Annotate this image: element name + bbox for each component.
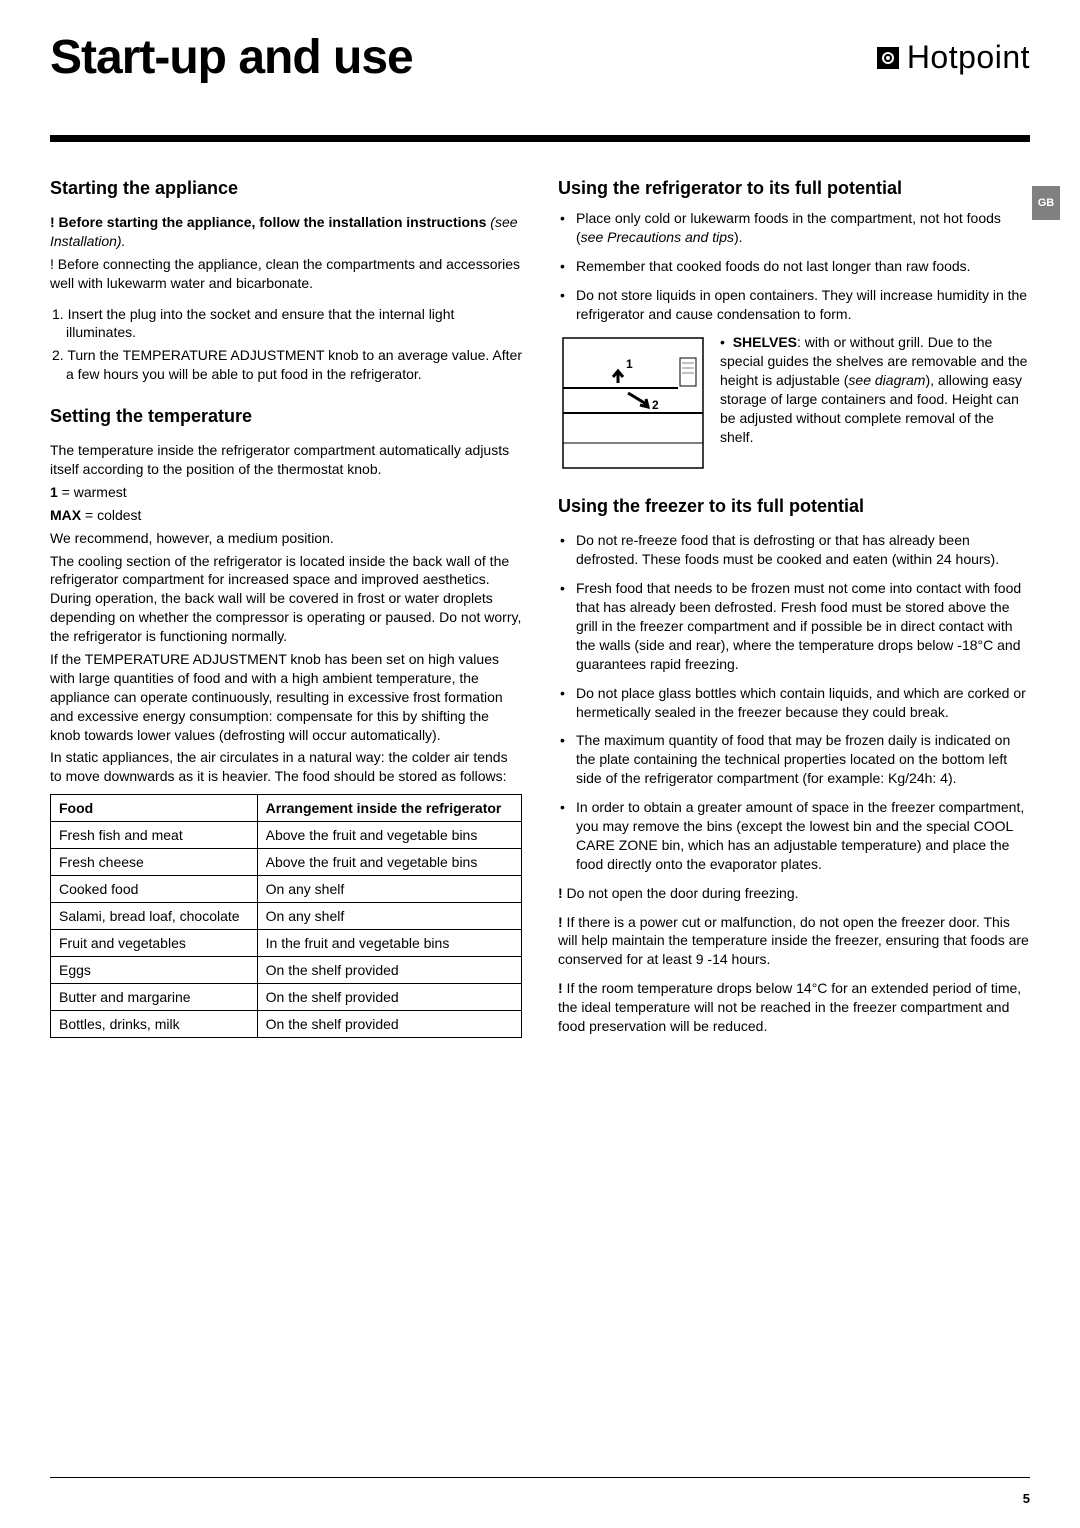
bold-text: SHELVES <box>733 334 797 350</box>
shelves-text: • SHELVES: with or without grill. Due to… <box>720 333 1030 446</box>
header: Start-up and use Hotpoint <box>50 30 1030 85</box>
body-text: In static appliances, the air circulates… <box>50 748 522 786</box>
table-cell: Above the fruit and vegetable bins <box>257 822 521 849</box>
bullet-list: Do not re-freeze food that is defrosting… <box>558 531 1030 873</box>
table-cell: Salami, bread loaf, chocolate <box>51 903 258 930</box>
shelves-block: 1 2 • SHELVES: with or without grill. Du… <box>558 333 1030 478</box>
table-cell: Bottles, drinks, milk <box>51 1011 258 1038</box>
bold-text: MAX <box>50 507 81 523</box>
body-text: Place only cold or lukewarm foods in the… <box>576 210 1001 245</box>
body-text: = coldest <box>81 507 141 523</box>
section-heading: Starting the appliance <box>50 178 522 199</box>
table-cell: On the shelf provided <box>257 984 521 1011</box>
table-cell: Eggs <box>51 957 258 984</box>
warning-text: ! If the room temperature drops below 14… <box>558 979 1030 1036</box>
bold-text: 1 <box>50 484 58 500</box>
content-columns: Starting the appliance ! Before starting… <box>50 172 1030 1046</box>
body-text: 1 = warmest <box>50 483 522 502</box>
shelf-diagram-icon: 1 2 <box>558 333 708 478</box>
list-item: Do not place glass bottles which contain… <box>558 684 1030 722</box>
list-item: 1. Insert the plug into the socket and e… <box>52 305 522 343</box>
body-text: We recommend, however, a medium position… <box>50 529 522 548</box>
table-header: Food <box>51 795 258 822</box>
table-cell: On any shelf <box>257 876 521 903</box>
table-row: Fresh cheeseAbove the fruit and vegetabl… <box>51 849 522 876</box>
table-row: Bottles, drinks, milkOn the shelf provid… <box>51 1011 522 1038</box>
brand-logo: Hotpoint <box>877 39 1030 76</box>
bold-text: ! Before starting the appliance, follow … <box>50 214 486 230</box>
warning-text: ! If there is a power cut or malfunction… <box>558 913 1030 970</box>
list-item: Do not re-freeze food that is defrosting… <box>558 531 1030 569</box>
table-cell: On any shelf <box>257 903 521 930</box>
body-text: If the TEMPERATURE ADJUSTMENT knob has b… <box>50 650 522 744</box>
list-item: Remember that cooked foods do not last l… <box>558 257 1030 276</box>
body-text: : with or without grill. Due to the spec… <box>720 334 1027 444</box>
body-text: = warmest <box>58 484 127 500</box>
table-cell: Cooked food <box>51 876 258 903</box>
list-item: Do not store liquids in open containers.… <box>558 286 1030 324</box>
table-row: Fruit and vegetablesIn the fruit and veg… <box>51 930 522 957</box>
table-cell: Butter and margarine <box>51 984 258 1011</box>
brand-name: Hotpoint <box>907 39 1030 76</box>
left-column: Starting the appliance ! Before starting… <box>50 172 522 1046</box>
section-heading: Using the freezer to its full potential <box>558 496 1030 517</box>
divider-thin <box>50 1477 1030 1478</box>
table-row: Fresh fish and meatAbove the fruit and v… <box>51 822 522 849</box>
table-header-row: Food Arrangement inside the refrigerator <box>51 795 522 822</box>
table-cell: Fresh cheese <box>51 849 258 876</box>
divider-thick <box>50 135 1030 142</box>
list-item: Place only cold or lukewarm foods in the… <box>558 209 1030 247</box>
page-title: Start-up and use <box>50 30 413 85</box>
table-cell: On the shelf provided <box>257 957 521 984</box>
table-cell: On the shelf provided <box>257 1011 521 1038</box>
table-cell: Above the fruit and vegetable bins <box>257 849 521 876</box>
table-row: Butter and margarineOn the shelf provide… <box>51 984 522 1011</box>
svg-text:1: 1 <box>626 357 633 371</box>
steps-list: 1. Insert the plug into the socket and e… <box>52 305 522 385</box>
table-row: Cooked foodOn any shelf <box>51 876 522 903</box>
body-text: MAX = coldest <box>50 506 522 525</box>
body-text: ! Before starting the appliance, follow … <box>50 213 522 251</box>
list-item: The maximum quantity of food that may be… <box>558 731 1030 788</box>
section-heading: Using the refrigerator to its full poten… <box>558 178 1030 199</box>
list-item: Fresh food that needs to be frozen must … <box>558 579 1030 673</box>
list-item: In order to obtain a greater amount of s… <box>558 798 1030 874</box>
brand-icon <box>877 47 899 69</box>
page-number: 5 <box>1023 1491 1030 1506</box>
body-text: The temperature inside the refrigerator … <box>50 441 522 479</box>
svg-text:2: 2 <box>652 398 659 412</box>
body-text: The cooling section of the refrigerator … <box>50 552 522 646</box>
table-cell: In the fruit and vegetable bins <box>257 930 521 957</box>
table-cell: Fresh fish and meat <box>51 822 258 849</box>
table-row: EggsOn the shelf provided <box>51 957 522 984</box>
table-row: Salami, bread loaf, chocolateOn any shel… <box>51 903 522 930</box>
warning-text: ! Do not open the door during freezing. <box>558 884 1030 903</box>
table-cell: Fruit and vegetables <box>51 930 258 957</box>
table-header: Arrangement inside the refrigerator <box>257 795 521 822</box>
language-tab: GB <box>1032 186 1060 220</box>
section-heading: Setting the temperature <box>50 406 522 427</box>
bullet-list: Place only cold or lukewarm foods in the… <box>558 209 1030 323</box>
list-item: 2. Turn the TEMPERATURE ADJUSTMENT knob … <box>52 346 522 384</box>
food-arrangement-table: Food Arrangement inside the refrigerator… <box>50 794 522 1038</box>
right-column: Using the refrigerator to its full poten… <box>558 172 1030 1046</box>
body-text: ! Before connecting the appliance, clean… <box>50 255 522 293</box>
